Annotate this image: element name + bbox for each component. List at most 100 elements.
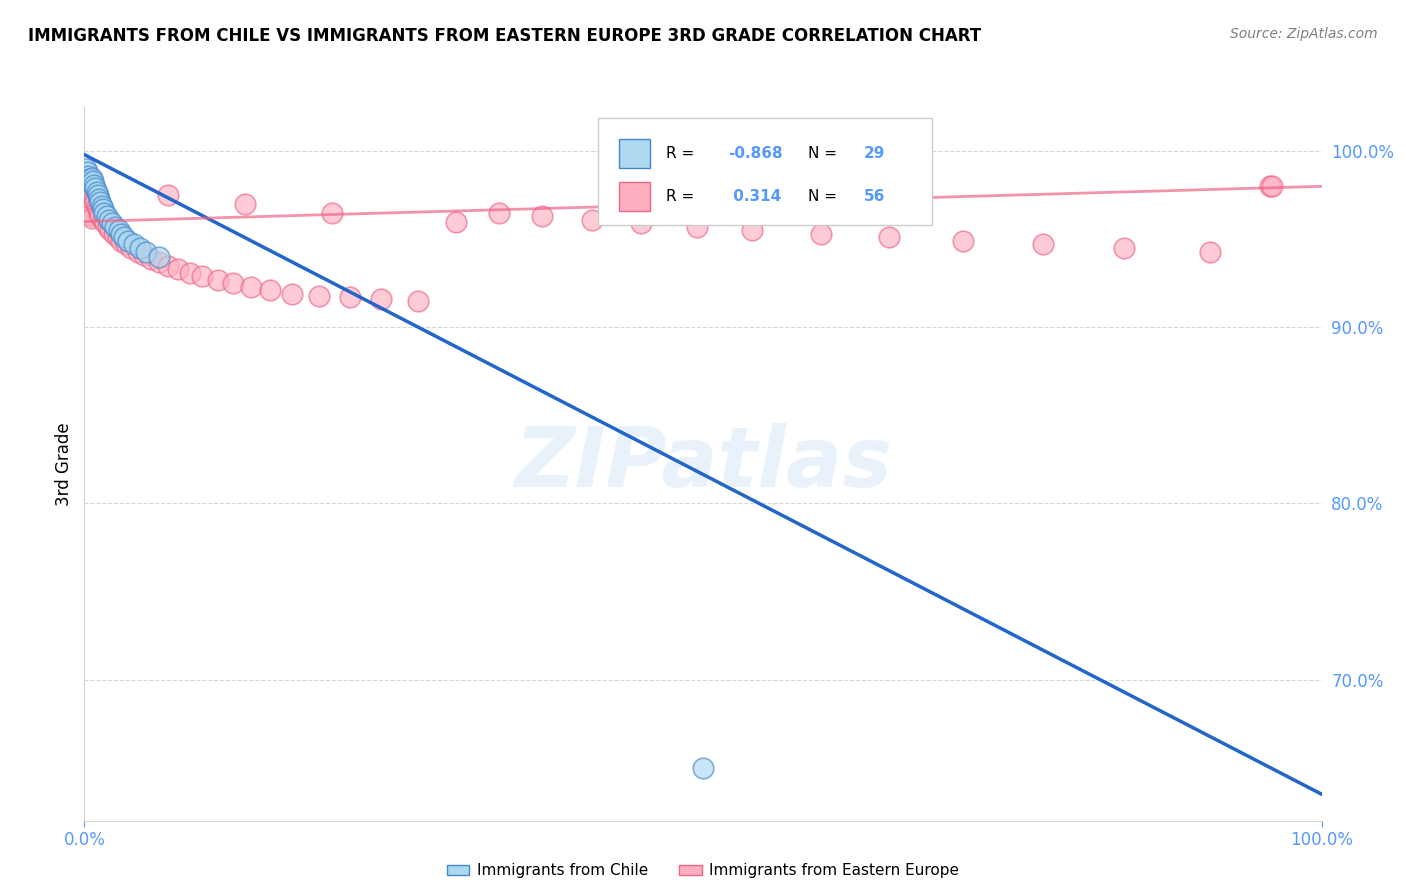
Text: 56: 56 xyxy=(863,189,886,203)
Point xyxy=(370,292,392,306)
Text: Source: ZipAtlas.com: Source: ZipAtlas.com xyxy=(1230,27,1378,41)
Point xyxy=(83,178,105,192)
Point xyxy=(1258,179,1281,194)
Point xyxy=(87,188,110,202)
Point xyxy=(89,209,111,223)
Point xyxy=(89,206,111,220)
Text: -0.868: -0.868 xyxy=(728,146,782,161)
Point xyxy=(207,273,229,287)
Point xyxy=(129,241,152,255)
Legend: Immigrants from Chile, Immigrants from Eastern Europe: Immigrants from Chile, Immigrants from E… xyxy=(440,857,966,884)
Point xyxy=(148,250,170,264)
Point xyxy=(952,234,974,248)
Point xyxy=(86,185,108,199)
Point xyxy=(135,244,157,259)
Point xyxy=(98,223,121,237)
Point xyxy=(810,227,832,241)
Point xyxy=(103,227,125,241)
Text: N =: N = xyxy=(808,189,842,203)
Point xyxy=(84,195,107,210)
Point xyxy=(87,202,110,217)
Point xyxy=(82,174,104,188)
Point xyxy=(77,201,100,215)
Point xyxy=(148,255,170,269)
Point xyxy=(157,188,180,202)
Point xyxy=(581,212,603,227)
Bar xyxy=(619,182,650,211)
Text: N =: N = xyxy=(808,146,842,161)
Point xyxy=(308,288,330,302)
Y-axis label: 3rd Grade: 3rd Grade xyxy=(55,422,73,506)
Point xyxy=(259,283,281,297)
Text: IMMIGRANTS FROM CHILE VS IMMIGRANTS FROM EASTERN EUROPE 3RD GRADE CORRELATION CH: IMMIGRANTS FROM CHILE VS IMMIGRANTS FROM… xyxy=(28,27,981,45)
Point xyxy=(83,192,105,206)
Point xyxy=(488,206,510,220)
Point xyxy=(79,204,101,219)
Point xyxy=(233,197,256,211)
Point xyxy=(79,176,101,190)
Point xyxy=(108,223,131,237)
Point xyxy=(1112,241,1135,255)
Point xyxy=(692,761,714,775)
Point xyxy=(127,244,149,259)
Point xyxy=(80,211,103,225)
Point xyxy=(240,279,263,293)
Point xyxy=(86,199,108,213)
Point xyxy=(76,165,98,179)
Point xyxy=(141,252,163,266)
Point xyxy=(104,219,127,234)
Text: 29: 29 xyxy=(863,146,886,161)
Text: R =: R = xyxy=(666,146,699,161)
Point xyxy=(157,259,180,273)
Point xyxy=(98,212,121,227)
Point xyxy=(132,248,155,262)
Point xyxy=(90,199,112,213)
Point xyxy=(630,216,652,230)
FancyBboxPatch shape xyxy=(598,118,932,225)
Point xyxy=(115,237,138,252)
Point xyxy=(877,230,900,244)
Point xyxy=(120,241,142,255)
Text: 0.314: 0.314 xyxy=(728,189,780,203)
Point xyxy=(741,223,763,237)
Point xyxy=(191,269,214,284)
Point xyxy=(76,197,98,211)
Point xyxy=(110,227,132,241)
Point xyxy=(122,237,145,252)
Point xyxy=(91,212,114,227)
Point xyxy=(82,188,104,202)
Point xyxy=(84,181,107,195)
Point xyxy=(179,266,201,280)
Point xyxy=(91,202,114,217)
Bar xyxy=(619,139,650,168)
Point xyxy=(1261,179,1284,194)
Point xyxy=(444,214,467,228)
Point xyxy=(79,207,101,221)
Point xyxy=(77,169,100,183)
Point xyxy=(100,216,122,230)
Point xyxy=(339,290,361,304)
Point xyxy=(110,234,132,248)
Point xyxy=(107,230,129,244)
Point xyxy=(79,172,101,186)
Text: ZIPatlas: ZIPatlas xyxy=(515,424,891,504)
Point xyxy=(408,293,430,308)
Point xyxy=(1199,244,1222,259)
Point xyxy=(80,170,103,185)
Point xyxy=(97,219,120,234)
Point xyxy=(93,206,115,220)
Point xyxy=(222,277,245,291)
Point xyxy=(167,262,190,277)
Point xyxy=(96,209,118,223)
Point xyxy=(321,206,343,220)
Point xyxy=(75,161,97,176)
Point xyxy=(89,192,111,206)
Text: R =: R = xyxy=(666,189,699,203)
Point xyxy=(112,230,135,244)
Point xyxy=(1032,237,1054,252)
Point xyxy=(281,286,304,301)
Point xyxy=(117,234,139,248)
Point xyxy=(94,216,117,230)
Point xyxy=(686,219,709,234)
Point xyxy=(89,195,111,210)
